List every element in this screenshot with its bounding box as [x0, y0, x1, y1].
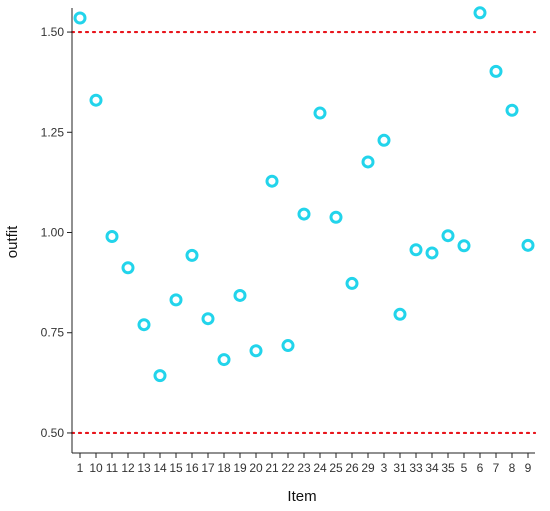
x-axis-title: Item [287, 488, 316, 505]
x-tick-label: 33 [409, 461, 423, 475]
data-point-33 [409, 243, 423, 257]
x-tick-label: 13 [137, 461, 151, 475]
y-tick-label: 1.25 [41, 125, 65, 139]
x-tick-label: 21 [265, 461, 279, 475]
axes [71, 8, 535, 454]
x-tick-label: 22 [281, 461, 295, 475]
data-point-6 [473, 6, 487, 20]
data-point-7 [489, 64, 503, 78]
x-tick-label: 25 [329, 461, 343, 475]
data-point-26 [345, 276, 359, 290]
data-point-35 [441, 229, 455, 243]
data-point-31 [393, 307, 407, 321]
data-point-15 [169, 293, 183, 307]
x-tick-label: 6 [477, 461, 484, 475]
y-tick-label: 0.75 [41, 326, 65, 340]
x-tick-label: 12 [121, 461, 135, 475]
x-tick-label: 9 [525, 461, 532, 475]
data-point-20 [249, 344, 263, 358]
x-tick-label: 24 [313, 461, 327, 475]
data-point-22 [281, 339, 295, 353]
data-point-29 [361, 155, 375, 169]
reference-lines [70, 30, 537, 435]
x-tick-label: 1 [77, 461, 84, 475]
x-tick-label: 35 [441, 461, 455, 475]
data-point-34 [425, 246, 439, 260]
y-tick-label: 1.50 [41, 25, 65, 39]
data-point-9 [521, 238, 535, 252]
data-points [73, 6, 535, 383]
x-tick-label: 26 [345, 461, 359, 475]
x-tick-label: 16 [185, 461, 199, 475]
data-point-25 [329, 210, 343, 224]
data-point-8 [505, 103, 519, 117]
data-point-3 [377, 133, 391, 147]
x-tick-label: 31 [393, 461, 407, 475]
data-point-1 [73, 11, 87, 25]
x-tick-label: 8 [509, 461, 516, 475]
y-axis-title: outfit [4, 225, 21, 258]
x-tick-label: 10 [89, 461, 103, 475]
y-tick-label: 0.50 [41, 426, 65, 440]
data-point-5 [457, 239, 471, 253]
x-tick-label: 19 [233, 461, 247, 475]
x-tick-label: 11 [106, 461, 119, 475]
x-tick-label: 23 [297, 461, 311, 475]
x-tick-label: 7 [493, 461, 500, 475]
x-tick-label: 15 [169, 461, 183, 475]
x-axis-ticks: 1 10 11 12 13 14 15 16 17 18 19 20 21 22 23 24 25 26 29 3 31… [77, 453, 532, 475]
x-tick-label: 17 [201, 461, 215, 475]
data-point-17 [201, 312, 215, 326]
x-tick-label: 3 [381, 461, 388, 475]
data-point-12 [121, 261, 135, 275]
y-axis-ticks: 0.50 0.75 1.00 1.25 1.50 [41, 25, 72, 440]
y-tick-label: 1.00 [41, 226, 65, 240]
x-tick-label: 29 [361, 461, 375, 475]
data-point-16 [185, 248, 199, 262]
x-tick-label: 14 [153, 461, 167, 475]
data-point-24 [313, 106, 327, 120]
x-tick-label: 20 [249, 461, 263, 475]
data-point-11 [105, 230, 119, 244]
data-point-23 [297, 207, 311, 221]
x-tick-label: 5 [461, 461, 468, 475]
data-point-18 [217, 353, 231, 367]
data-point-14 [153, 369, 167, 383]
x-tick-label: 34 [425, 461, 439, 475]
data-point-21 [265, 174, 279, 188]
data-point-19 [233, 288, 247, 302]
data-point-13 [137, 318, 151, 332]
data-point-10 [89, 93, 103, 107]
x-tick-label: 18 [217, 461, 231, 475]
